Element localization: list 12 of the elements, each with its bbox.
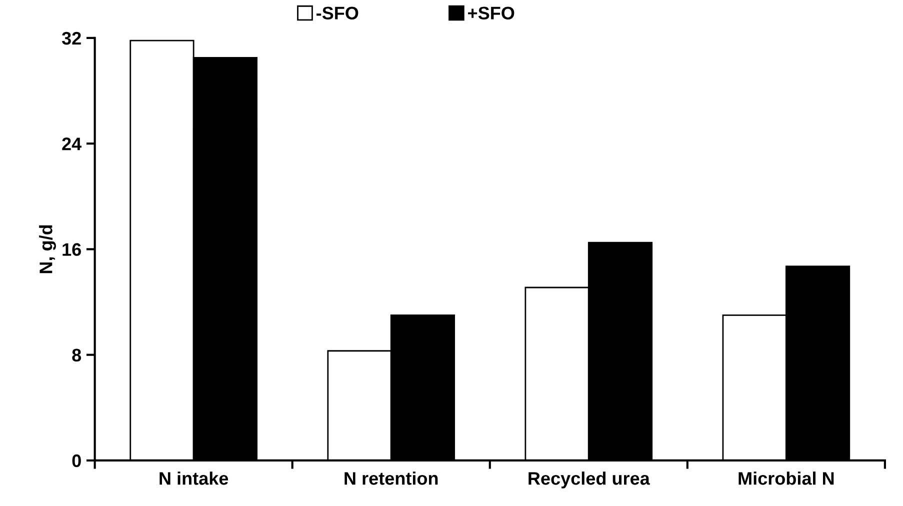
x-tick-label: Microbial N [738, 472, 834, 485]
legend-label: -SFO [316, 6, 358, 20]
legend-label: +SFO [468, 6, 514, 20]
y-tick-label: 8 [72, 348, 82, 362]
x-tick-label: N retention [344, 472, 438, 485]
x-tick-label: N intake [160, 472, 228, 485]
y-tick-label: 0 [72, 454, 81, 468]
y-tick-label: 16 [62, 243, 81, 256]
y-tick-label: 32 [62, 32, 81, 45]
y-axis-title: N, g/d [39, 225, 56, 274]
x-tick-label: Recycled urea [528, 472, 650, 488]
y-tick-label: 24 [62, 138, 82, 150]
